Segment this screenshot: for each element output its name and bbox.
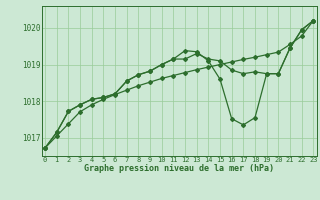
X-axis label: Graphe pression niveau de la mer (hPa): Graphe pression niveau de la mer (hPa) bbox=[84, 164, 274, 173]
